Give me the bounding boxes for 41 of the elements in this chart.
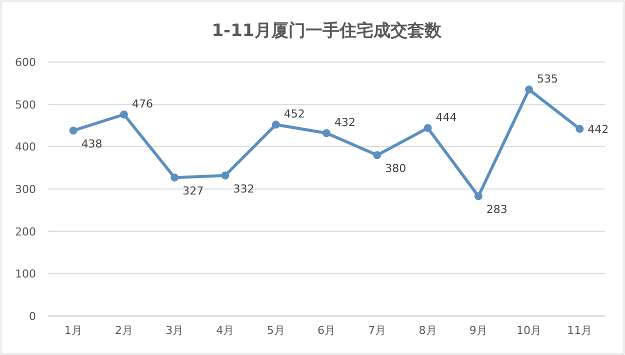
x-tick-label: 3月 xyxy=(166,324,184,337)
data-label: 380 xyxy=(385,162,406,176)
point xyxy=(120,110,128,118)
data-label: 327 xyxy=(182,184,204,198)
point xyxy=(272,120,280,129)
point xyxy=(474,192,482,200)
data-label: 332 xyxy=(233,182,254,196)
point xyxy=(373,151,382,160)
data-label: 476 xyxy=(132,97,153,110)
x-tick-label: 4月 xyxy=(216,324,234,337)
data-label: 283 xyxy=(486,203,508,216)
y-tick-label: 400 xyxy=(15,140,36,154)
point xyxy=(525,86,534,94)
x-tick-label: 5月 xyxy=(266,324,285,337)
y-tick-label: 100 xyxy=(15,268,36,281)
x-tick-label: 1月 xyxy=(64,324,82,337)
x-tick-label: 8月 xyxy=(418,324,437,337)
data-label: 452 xyxy=(284,108,305,121)
x-tick-label: 11月 xyxy=(567,324,592,337)
y-tick-label: 600 xyxy=(15,56,36,69)
x-tick-label: 2月 xyxy=(114,324,133,337)
y-tick-label: 500 xyxy=(15,98,36,112)
data-label: 438 xyxy=(81,138,102,151)
data-label: 535 xyxy=(537,72,558,86)
point xyxy=(221,171,230,180)
point xyxy=(69,126,78,135)
x-tick-label: 6月 xyxy=(318,324,336,337)
y-tick-label: 300 xyxy=(15,183,36,196)
point xyxy=(576,124,584,133)
y-tick-label: 200 xyxy=(15,225,36,238)
data-label: 444 xyxy=(436,111,457,124)
point xyxy=(322,129,330,138)
x-tick-label: 10月 xyxy=(516,324,542,337)
x-tick-label: 9月 xyxy=(469,324,488,337)
data-label: 442 xyxy=(588,122,609,136)
chart-title: 1-11月厦门一手住宅成交套数 xyxy=(212,21,442,41)
x-tick-label: 7月 xyxy=(368,324,386,337)
point xyxy=(424,124,432,132)
y-tick-label: 0 xyxy=(29,310,36,323)
data-label: 432 xyxy=(334,116,356,130)
point xyxy=(170,174,179,182)
